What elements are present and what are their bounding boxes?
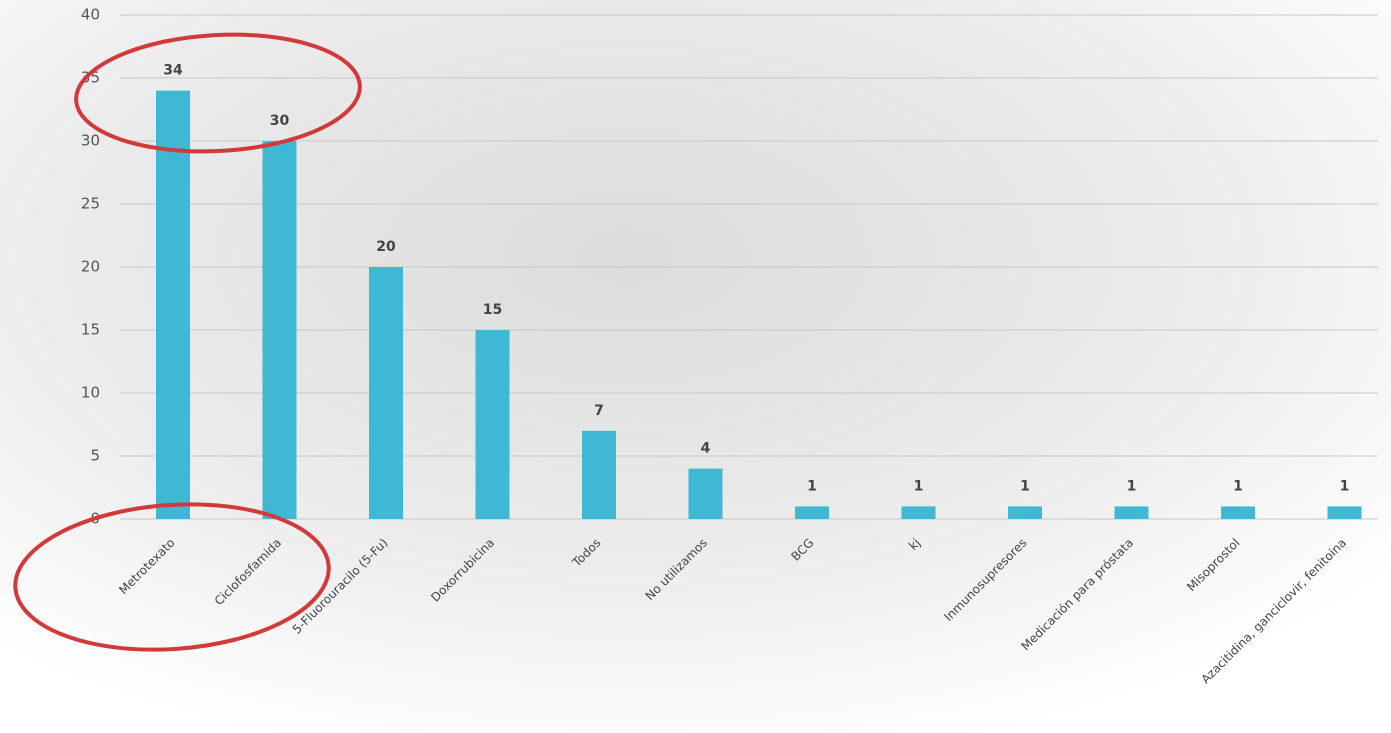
value-label: 1 (1233, 478, 1243, 494)
bar (156, 90, 190, 519)
value-label: 1 (807, 478, 817, 494)
value-label: 15 (483, 302, 502, 318)
y-tick-label: 20 (81, 258, 100, 276)
bar (1221, 506, 1255, 519)
y-tick-label: 40 (81, 6, 100, 24)
value-label: 1 (1127, 478, 1137, 494)
value-label: 34 (163, 63, 183, 79)
bar (688, 468, 723, 519)
value-label: 4 (701, 441, 711, 457)
bar (795, 506, 829, 519)
highlight-circle (74, 32, 362, 154)
bar (1327, 506, 1362, 519)
value-label: 1 (914, 478, 924, 494)
bar (582, 430, 616, 519)
value-label: 1 (1020, 478, 1030, 494)
y-tick-label: 5 (90, 447, 100, 465)
value-label: 7 (594, 403, 604, 419)
bar (262, 141, 297, 519)
bar (369, 267, 403, 519)
y-tick-label: 35 (81, 69, 100, 87)
value-label: 30 (270, 113, 290, 129)
y-tick-label: 10 (81, 384, 100, 402)
bar (475, 330, 510, 519)
bar (1114, 506, 1149, 519)
bar (1008, 506, 1042, 519)
value-label: 20 (376, 239, 396, 255)
highlight-circle (13, 502, 331, 652)
value-label: 1 (1340, 478, 1350, 494)
y-tick-label: 25 (81, 195, 100, 213)
y-tick-label: 30 (81, 132, 100, 150)
bar (901, 506, 936, 519)
y-tick-label: 15 (81, 321, 100, 339)
